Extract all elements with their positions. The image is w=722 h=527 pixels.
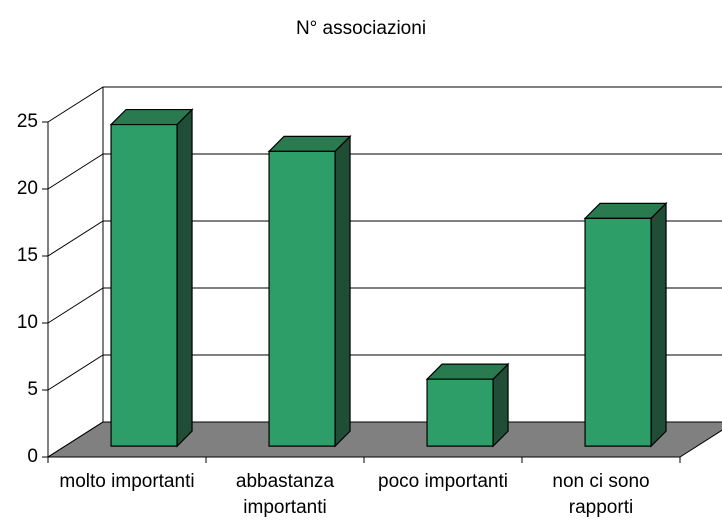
- grid-line: [47, 354, 722, 391]
- bar-top: [109, 108, 194, 126]
- bar: [109, 108, 194, 448]
- bar-front: [268, 150, 336, 447]
- bar-front: [584, 217, 652, 447]
- bar: [583, 201, 668, 448]
- y-tick-label: 15: [17, 245, 38, 266]
- x-tick-label: poco importanti: [378, 471, 508, 492]
- grid-line: [47, 86, 722, 123]
- grid-line: [47, 421, 722, 458]
- y-tick-label: 5: [27, 379, 38, 400]
- grid-line: [47, 220, 722, 257]
- grid-line: [47, 153, 722, 190]
- bar: [267, 134, 352, 448]
- y-tick-label: 10: [17, 312, 38, 333]
- bar-top: [267, 135, 352, 152]
- bar-top: [425, 363, 510, 380]
- bar-side: [176, 108, 193, 448]
- bar-front: [426, 378, 494, 447]
- bar: [425, 362, 510, 448]
- x-tick-label: non ci sono rapporti: [552, 471, 650, 518]
- grid-line: [47, 287, 722, 324]
- bar-front: [110, 123, 178, 447]
- x-tick-label: abbastanza importanti: [235, 471, 335, 518]
- bar-top: [583, 202, 668, 219]
- y-tick-label: 25: [17, 111, 38, 132]
- x-tick-label: molto importanti: [59, 471, 195, 492]
- y-tick-label: 0: [27, 446, 38, 467]
- bar-side: [334, 134, 351, 448]
- y-tick-label: 20: [17, 178, 38, 199]
- bar-side: [650, 201, 667, 448]
- chart-title: N° associazioni: [295, 18, 427, 39]
